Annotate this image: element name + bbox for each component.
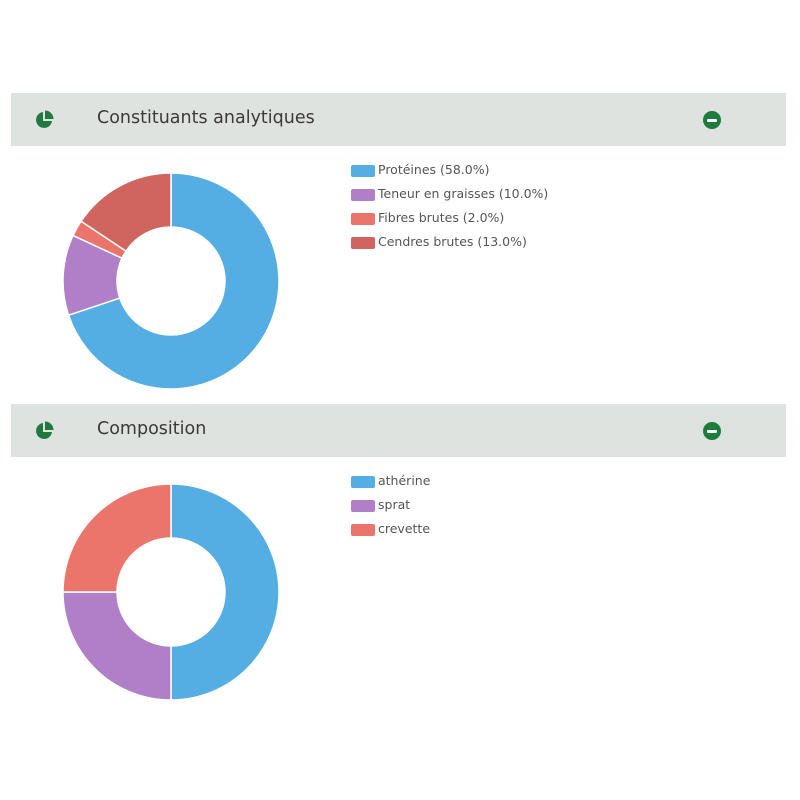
donut-slice-crevette[interactable] [62,483,172,593]
donut-slice-atherine[interactable] [170,483,280,701]
minus-circle-icon[interactable] [703,422,721,440]
panel-header: Constituants analytiques [11,93,786,146]
legend-label: Cendres brutes (13.0%) [378,234,527,249]
donut-chart [62,172,280,390]
panel-constituants: Constituants analytiques Protéines (58.0… [11,93,786,396]
legend-swatch [351,165,375,177]
legend-swatch [351,213,375,225]
donut-chart [62,483,280,701]
legend-swatch [351,237,375,249]
legend-swatch [351,189,375,201]
panel-header: Composition [11,404,786,457]
legend-label: Protéines (58.0%) [378,162,490,177]
legend-swatch [351,524,375,536]
donut-slice-cendres-brutes[interactable] [80,172,172,253]
legend-label: sprat [378,497,411,512]
donut-slice-sprat[interactable] [62,591,172,701]
legend-label: crevette [378,521,431,536]
legend-label: Fibres brutes (2.0%) [378,210,505,225]
panel-composition: Composition athérine sprat crevette [11,404,786,707]
legend-label: athérine [378,473,431,488]
minus-circle-icon[interactable] [703,111,721,129]
legend-swatch [351,500,375,512]
panel-title: Composition [97,419,207,439]
legend-swatch [351,476,375,488]
panel-title: Constituants analytiques [97,108,315,128]
pie-chart-icon [36,110,54,128]
legend-label: Teneur en graisses (10.0%) [378,186,549,201]
pie-chart-icon [36,421,54,439]
donut-slice-proteines[interactable] [67,172,280,390]
